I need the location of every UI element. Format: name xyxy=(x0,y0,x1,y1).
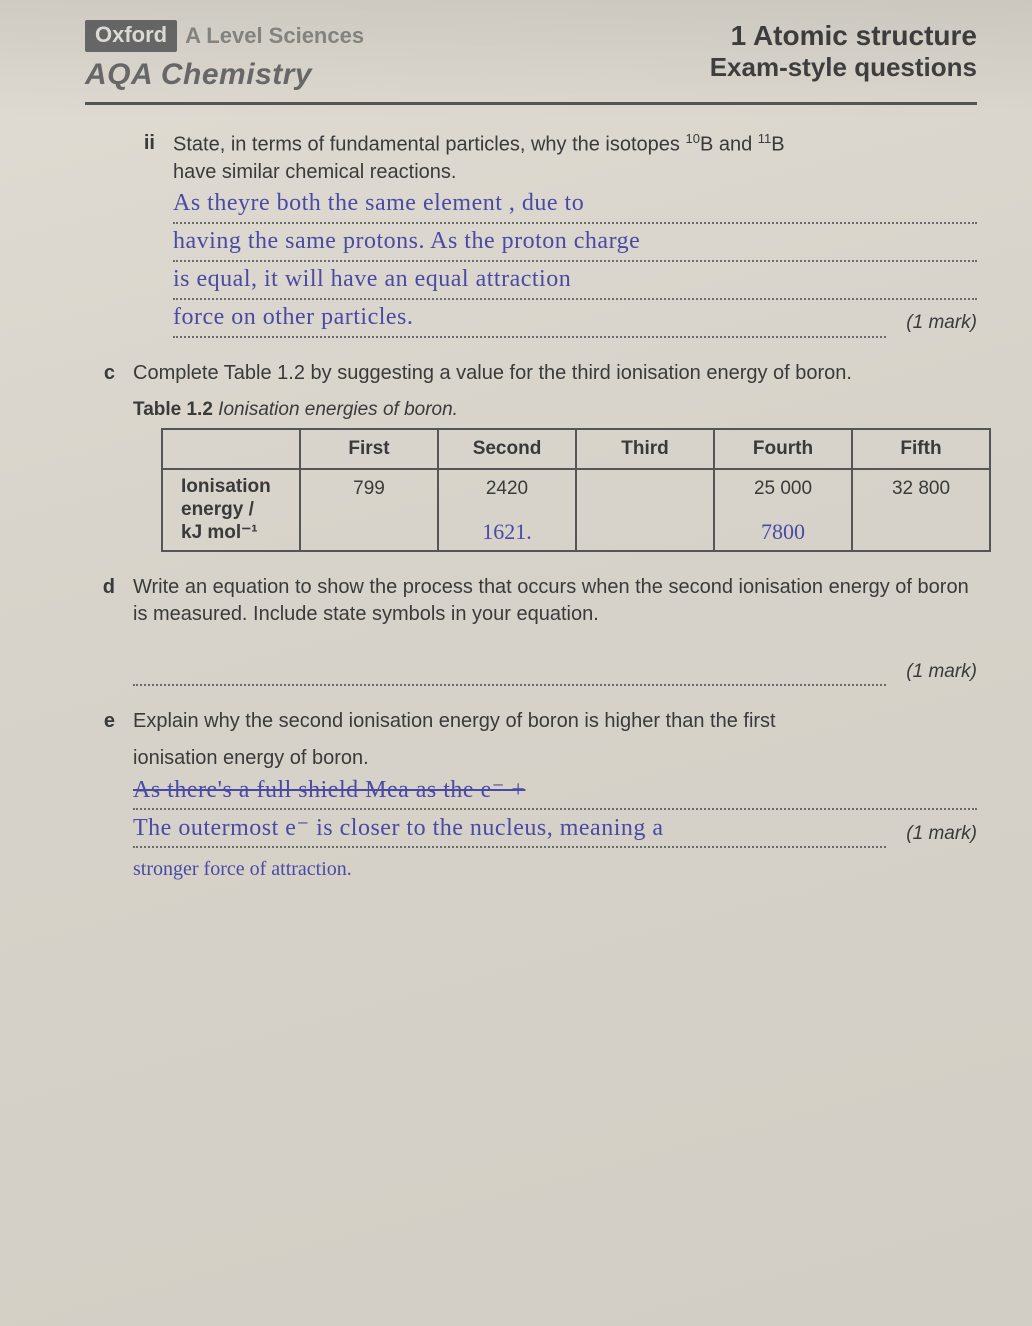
table-cell: 2420 1621. xyxy=(438,469,576,551)
q-e-text-1: Explain why the second ionisation energy… xyxy=(133,708,977,735)
marks-label: (1 mark) xyxy=(906,821,977,849)
brand-row: Oxford A Level Sciences xyxy=(85,20,364,52)
q-c-text: Complete Table 1.2 by suggesting a value… xyxy=(133,360,991,387)
marks-label: (1 mark) xyxy=(906,659,977,687)
answer-line-with-marks: force on other particles. (1 mark) xyxy=(173,300,977,338)
answer-line: The outermost e⁻ is closer to the nucleu… xyxy=(133,810,886,848)
question-content-d: Write an equation to show the process th… xyxy=(133,574,977,686)
spacer xyxy=(133,735,977,745)
handwritten-answer-overflow: stronger force of attraction. xyxy=(133,856,977,883)
answer-line: having the same protons. As the proton c… xyxy=(173,224,977,262)
question-ii: ii State, in terms of fundamental partic… xyxy=(125,130,977,338)
table-col-second: Second xyxy=(438,429,576,469)
table-cell: 25 000 7800 xyxy=(714,469,852,551)
cell-value: 799 xyxy=(353,478,385,499)
cell-handwritten: 1621. xyxy=(482,517,532,547)
dotted-rule xyxy=(173,224,977,262)
question-content-ii: State, in terms of fundamental particles… xyxy=(173,130,977,338)
rowlabel-l3: kJ mol⁻¹ xyxy=(181,522,258,543)
answer-line-with-marks: (1 mark) xyxy=(133,648,977,686)
answer-line: As there's a full shield Mea as the e⁻ + xyxy=(133,772,977,810)
answer-line-with-marks: The outermost e⁻ is closer to the nucleu… xyxy=(133,810,977,848)
table-caption-bold: Table 1.2 xyxy=(133,399,213,420)
answer-line: As theyre both the same element , due to xyxy=(173,186,977,224)
cell-handwritten: 7800 xyxy=(761,517,805,547)
question-text-ii: State, in terms of fundamental particles… xyxy=(173,130,977,159)
spacer xyxy=(133,628,977,648)
cell-value: 25 000 xyxy=(754,478,812,499)
sup-11: 11 xyxy=(758,131,772,146)
table-col-fourth: Fourth xyxy=(714,429,852,469)
rowlabel-l1: Ionisation xyxy=(181,476,271,497)
dotted-rule xyxy=(133,772,977,810)
level-sciences-label: A Level Sciences xyxy=(185,23,364,49)
q-ii-text-2: have similar chemical reactions. xyxy=(173,159,977,186)
topic-title: 1 Atomic structure xyxy=(710,20,977,52)
marks-label: (1 mark) xyxy=(906,310,977,338)
table-col-fifth: Fifth xyxy=(852,429,990,469)
dotted-rule xyxy=(133,648,886,686)
question-label-d: d xyxy=(85,574,115,686)
question-d: d Write an equation to show the process … xyxy=(85,574,977,686)
cell-value: 2420 xyxy=(486,478,528,499)
table-header-row: First Second Third Fourth Fifth xyxy=(162,429,990,469)
table-col-first: First xyxy=(300,429,438,469)
sup-10: 10 xyxy=(685,131,699,146)
q-d-text: Write an equation to show the process th… xyxy=(133,574,977,628)
oxford-badge: Oxford xyxy=(85,20,177,52)
header-right: 1 Atomic structure Exam-style questions xyxy=(710,20,977,83)
table-cell: 799 xyxy=(300,469,438,551)
q-ii-text-1: State, in terms of fundamental particles… xyxy=(173,134,685,156)
aqa-chemistry-label: AQA Chemistry xyxy=(85,58,364,92)
table-col-blank xyxy=(162,429,300,469)
rowlabel-l2: energy / xyxy=(181,499,254,520)
dotted-rule xyxy=(133,810,886,848)
table-caption-italic: Ionisation energies of boron. xyxy=(213,399,458,420)
dotted-rule xyxy=(173,262,977,300)
iso-b2: B xyxy=(771,134,784,156)
q-e-text-2: ionisation energy of boron. xyxy=(133,745,977,772)
question-content-c: Complete Table 1.2 by suggesting a value… xyxy=(133,360,991,553)
page-header: Oxford A Level Sciences AQA Chemistry 1 … xyxy=(85,20,977,105)
question-e: e Explain why the second ionisation ener… xyxy=(85,708,977,883)
table-data-row: Ionisation energy / kJ mol⁻¹ 799 2420 16… xyxy=(162,469,990,551)
table-col-third: Third xyxy=(576,429,714,469)
table-cell xyxy=(576,469,714,551)
answer-line: force on other particles. xyxy=(173,300,886,338)
table-cell: 32 800 xyxy=(852,469,990,551)
cell-value: 32 800 xyxy=(892,478,950,499)
question-label-e: e xyxy=(85,708,115,883)
answer-line: is equal, it will have an equal attracti… xyxy=(173,262,977,300)
worksheet-body: ii State, in terms of fundamental partic… xyxy=(85,130,977,883)
question-c: c Complete Table 1.2 by suggesting a val… xyxy=(85,360,977,553)
table-caption: Table 1.2 Ionisation energies of boron. xyxy=(133,397,991,423)
iso-b1: B xyxy=(700,134,713,156)
q-ii-mid: and xyxy=(713,134,757,156)
dotted-rule xyxy=(173,300,886,338)
table-row-label: Ionisation energy / kJ mol⁻¹ xyxy=(162,469,300,551)
ionisation-table: First Second Third Fourth Fifth Ionisati… xyxy=(161,428,991,552)
dotted-rule xyxy=(173,186,977,224)
header-left: Oxford A Level Sciences AQA Chemistry xyxy=(85,20,364,92)
question-label-ii: ii xyxy=(125,130,155,338)
exam-style-subtitle: Exam-style questions xyxy=(710,52,977,83)
question-content-e: Explain why the second ionisation energy… xyxy=(133,708,977,883)
worksheet-page: Oxford A Level Sciences AQA Chemistry 1 … xyxy=(0,0,1032,1326)
question-label-c: c xyxy=(85,360,115,553)
